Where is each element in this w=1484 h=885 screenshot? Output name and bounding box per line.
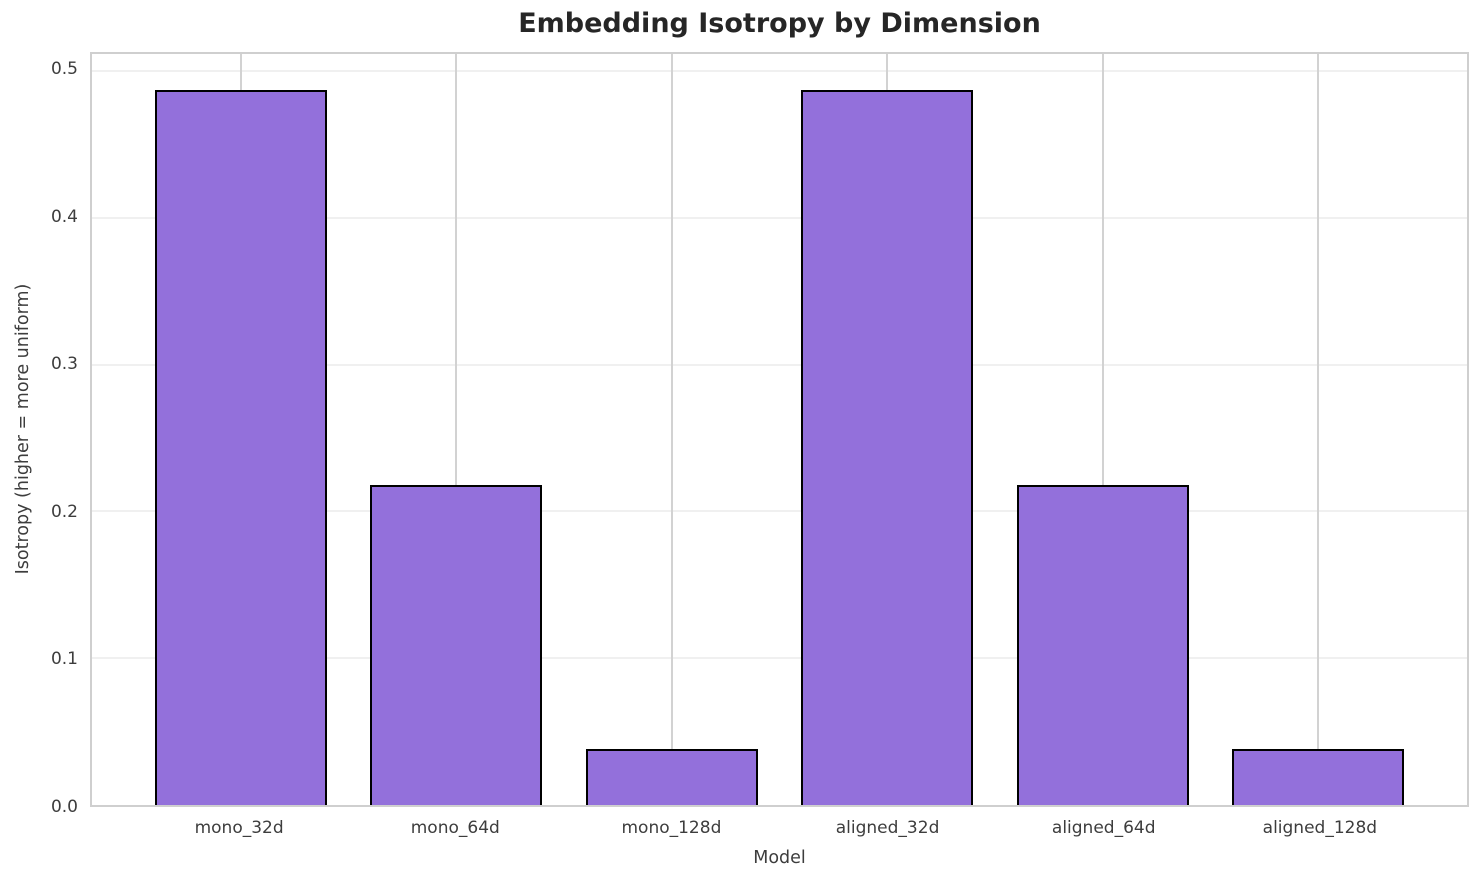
x-tick-label: mono_128d	[621, 818, 722, 838]
horizontal-gridline	[92, 216, 1467, 219]
vertical-gridline	[1317, 54, 1320, 805]
x-axis-tick-labels: mono_32d mono_64d mono_128d aligned_32d alig…	[90, 818, 1469, 844]
horizontal-gridline	[92, 69, 1467, 72]
bar-mono_128d	[585, 749, 758, 805]
chart-title: Embedding Isotropy by Dimension	[518, 8, 1041, 39]
y-tick-label: 0.3	[50, 354, 78, 375]
y-tick-label: 0.5	[50, 58, 78, 79]
y-tick-label: 0.2	[50, 501, 78, 522]
bar-mono_32d	[154, 89, 327, 805]
bar-aligned_64d	[1016, 484, 1189, 805]
plot-area	[90, 52, 1469, 807]
x-axis-title: Model	[753, 848, 806, 868]
x-tick-label: mono_32d	[194, 818, 284, 838]
x-tick-label: mono_64d	[410, 818, 500, 838]
bar-aligned_32d	[801, 89, 974, 805]
x-tick-label: aligned_64d	[1051, 818, 1156, 838]
x-tick-label: aligned_128d	[1262, 818, 1378, 838]
y-tick-label: 0.1	[50, 649, 78, 670]
y-axis-title: Isotropy (higher = more uniform)	[13, 283, 33, 575]
bar-mono_64d	[370, 484, 543, 805]
bar-aligned_128d	[1232, 749, 1405, 805]
x-tick-label: aligned_32d	[835, 818, 940, 838]
vertical-gridline	[455, 54, 458, 805]
horizontal-gridline	[92, 510, 1467, 513]
horizontal-gridline	[92, 363, 1467, 366]
vertical-gridline	[1101, 54, 1104, 805]
y-axis-tick-labels: 0.0 0.1 0.2 0.3 0.4 0.5	[0, 52, 80, 817]
y-tick-label: 0.4	[50, 206, 78, 227]
vertical-gridline	[670, 54, 673, 805]
y-tick-label: 0.0	[50, 797, 78, 817]
horizontal-gridline	[92, 657, 1467, 660]
